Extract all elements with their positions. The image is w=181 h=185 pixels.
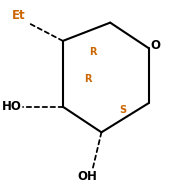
- Text: O: O: [150, 39, 160, 52]
- Text: R: R: [89, 47, 96, 57]
- Text: HO: HO: [2, 100, 22, 113]
- Text: Et: Et: [12, 9, 26, 22]
- Text: R: R: [84, 74, 91, 84]
- Text: OH: OH: [77, 170, 97, 183]
- Text: S: S: [119, 105, 126, 115]
